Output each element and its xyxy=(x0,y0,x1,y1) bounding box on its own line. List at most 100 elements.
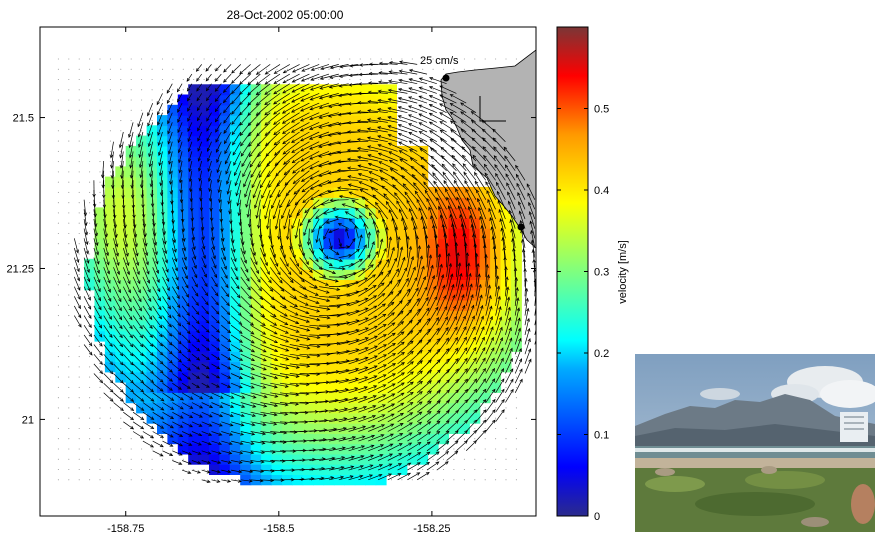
velocity-cell xyxy=(458,423,470,434)
velocity-cell xyxy=(219,443,231,455)
velocity-arrow xyxy=(201,257,207,269)
velocity-cell xyxy=(261,453,273,465)
velocity-cell xyxy=(177,433,189,445)
velocity-arrow xyxy=(73,267,81,282)
grid-dot xyxy=(151,479,153,481)
velocity-arrow xyxy=(181,440,193,446)
grid-dot xyxy=(359,78,361,81)
velocity-cell xyxy=(438,392,449,404)
velocity-arrow xyxy=(221,276,229,289)
grid-dot xyxy=(411,58,413,60)
grid-dot xyxy=(99,417,101,419)
velocity-cell xyxy=(271,443,283,455)
velocity-cell xyxy=(365,433,377,445)
grid-dot xyxy=(515,427,517,430)
grid-dot xyxy=(307,78,309,81)
grid-dot xyxy=(99,448,101,450)
colorbar-tick-label: 0.2 xyxy=(594,348,609,360)
velocity-cell xyxy=(313,381,325,393)
grid-dot xyxy=(318,58,320,60)
velocity-cell xyxy=(115,248,127,260)
velocity-cell xyxy=(333,423,345,434)
grid-dot xyxy=(161,78,164,81)
velocity-arrow xyxy=(162,286,171,301)
velocity-arrow xyxy=(101,170,105,189)
velocity-cell xyxy=(198,269,210,280)
velocity-cell xyxy=(438,228,449,239)
velocity-cell xyxy=(406,371,418,383)
velocity-arrow xyxy=(172,460,183,465)
grid-dot xyxy=(109,99,111,101)
velocity-arrow xyxy=(113,392,124,402)
grid-dot xyxy=(78,78,80,81)
velocity-cell xyxy=(219,381,231,393)
velocity-cell xyxy=(271,197,283,209)
grid-dot xyxy=(338,68,340,70)
velocity-cell xyxy=(386,84,397,96)
velocity-cell xyxy=(510,340,522,352)
velocity-cell xyxy=(125,371,137,383)
velocity-cell xyxy=(240,423,252,434)
velocity-arrow xyxy=(123,382,134,393)
velocity-cell xyxy=(261,104,273,116)
velocity-arrow xyxy=(545,300,548,316)
grid-dot xyxy=(68,315,70,317)
radar-site-marker xyxy=(517,223,525,231)
velocity-cell xyxy=(313,299,325,311)
velocity-cell xyxy=(354,320,366,332)
grid-dot xyxy=(120,479,122,481)
velocity-cell xyxy=(490,371,502,383)
grid-dot xyxy=(78,366,80,368)
grid-dot xyxy=(68,150,70,152)
velocity-cell xyxy=(250,453,262,465)
velocity-arrow xyxy=(222,83,232,93)
velocity-cell xyxy=(94,228,106,239)
velocity-cell xyxy=(167,197,179,209)
velocity-arrow xyxy=(142,440,155,448)
velocity-arrow xyxy=(162,305,172,319)
grid-dot xyxy=(349,78,351,81)
grid-dot xyxy=(286,58,288,60)
grid-dot xyxy=(57,438,59,440)
velocity-arrow xyxy=(142,286,152,303)
grid-dot xyxy=(120,438,122,440)
velocity-arrow xyxy=(201,296,209,306)
velocity-cell xyxy=(229,279,241,291)
velocity-arrow xyxy=(93,286,101,302)
velocity-arrow xyxy=(129,151,134,169)
grid-dot xyxy=(515,458,517,460)
velocity-cell xyxy=(261,474,273,486)
velocity-arrow xyxy=(152,450,164,457)
grid-dot xyxy=(255,78,257,81)
velocity-cell xyxy=(271,361,283,373)
velocity-cell xyxy=(167,289,179,301)
velocity-arrow xyxy=(216,160,222,174)
velocity-arrow xyxy=(228,199,232,215)
velocity-arrow xyxy=(152,276,161,293)
velocity-arrow xyxy=(166,93,173,104)
velocity-cell xyxy=(396,340,408,352)
velocity-cell xyxy=(229,207,241,219)
velocity-arrow xyxy=(167,131,173,145)
velocity-arrow xyxy=(191,382,200,389)
velocity-arrow xyxy=(230,411,245,418)
velocity-cell xyxy=(354,310,366,322)
grid-dot xyxy=(99,109,101,111)
grid-dot xyxy=(99,386,101,388)
velocity-arrow xyxy=(240,363,256,371)
velocity-cell xyxy=(458,289,470,301)
velocity-arrow xyxy=(214,64,222,72)
grid-dot xyxy=(495,417,497,419)
velocity-cell xyxy=(177,217,189,229)
velocity-cell xyxy=(396,464,408,475)
velocity-cell xyxy=(354,443,366,455)
velocity-arrow xyxy=(221,440,233,446)
velocity-cell xyxy=(104,289,116,301)
velocity-arrow xyxy=(103,353,114,366)
velocity-cell xyxy=(198,299,210,311)
grid-dot xyxy=(57,120,59,122)
velocity-cell xyxy=(229,299,241,311)
velocity-arrow xyxy=(181,296,190,307)
velocity-cell xyxy=(386,402,397,414)
grid-dot xyxy=(99,479,101,481)
